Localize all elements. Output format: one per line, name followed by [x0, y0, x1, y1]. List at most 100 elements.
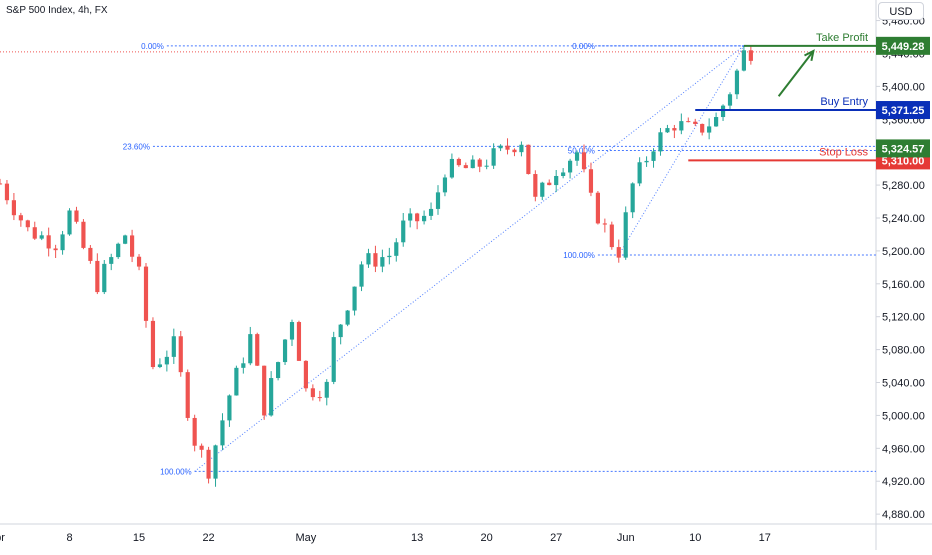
- candle-body: [282, 339, 288, 363]
- candle-body: [491, 148, 496, 166]
- candle-body: [220, 420, 225, 446]
- symbol-title: S&P 500 Index, 4h, FX: [6, 5, 108, 16]
- candle-body: [679, 121, 684, 131]
- price-tag: [876, 101, 930, 120]
- candle-body: [644, 160, 649, 163]
- fib-level-label: 0.00%: [141, 42, 164, 51]
- y-tick-label: 5,240.00: [882, 213, 925, 225]
- candle-body: [317, 397, 322, 399]
- price-tag: [876, 139, 930, 158]
- y-tick-label: 5,000.00: [882, 410, 925, 422]
- candle-body: [0, 183, 3, 185]
- candle-body: [415, 213, 420, 222]
- x-tick-label: 20: [481, 532, 493, 544]
- y-tick-label: 5,280.00: [882, 180, 925, 192]
- candle-body: [561, 172, 566, 176]
- candle-body: [422, 215, 427, 222]
- candle-body: [25, 220, 30, 228]
- candle-body: [95, 260, 100, 293]
- candle-body: [498, 145, 503, 149]
- candle-body: [408, 213, 413, 221]
- trade-level-name: Stop Loss: [819, 146, 868, 158]
- candle-body: [241, 363, 246, 368]
- candle-body: [380, 257, 385, 267]
- candle-body: [623, 212, 628, 258]
- candle-body: [741, 50, 746, 71]
- candle-body: [686, 121, 691, 123]
- price-tag-label: 5,310.00: [882, 155, 925, 167]
- candle-body: [533, 174, 538, 197]
- candle-body: [401, 220, 406, 243]
- candle-body: [157, 364, 162, 368]
- y-tick-label: 5,080.00: [882, 345, 925, 357]
- candle-body: [588, 169, 594, 193]
- candle-body: [394, 242, 399, 256]
- candle-body: [720, 105, 726, 118]
- x-tick-label: Jun: [617, 532, 635, 544]
- candle-body: [435, 192, 441, 209]
- candle-body: [345, 310, 350, 325]
- candle-body: [727, 94, 733, 106]
- candle-body: [387, 255, 392, 258]
- candle-body: [373, 253, 378, 267]
- fib-level-label: 100.00%: [160, 467, 192, 476]
- candle-body: [526, 144, 531, 175]
- candle-body: [185, 372, 190, 418]
- candle-body: [164, 356, 169, 365]
- target-arrow-line[interactable]: [777, 50, 815, 97]
- candle-body: [352, 286, 357, 311]
- x-tick-label: May: [296, 532, 317, 544]
- trade-level-name: Take Profit: [816, 32, 868, 44]
- fib-level-label: 23.60%: [123, 142, 150, 151]
- candle-body: [248, 334, 253, 364]
- candle-body: [734, 70, 740, 95]
- x-tick-label: pr: [0, 532, 5, 544]
- candle-body: [574, 152, 580, 161]
- candle-body: [46, 235, 51, 249]
- candle-body: [269, 378, 274, 416]
- candle-body: [324, 381, 329, 398]
- x-tick-label: 15: [133, 532, 145, 544]
- candle-body: [658, 132, 663, 152]
- currency-button[interactable]: USD: [878, 2, 924, 20]
- candle-body: [74, 210, 79, 222]
- candle-body: [331, 337, 336, 382]
- candle-body: [519, 144, 524, 153]
- candle-body: [67, 210, 72, 235]
- candle-body: [714, 117, 719, 127]
- y-tick-label: 4,960.00: [882, 443, 925, 455]
- fib-level-label: 100.00%: [563, 251, 595, 260]
- candle-body: [206, 449, 211, 479]
- candle-body: [359, 264, 364, 287]
- candle-body: [262, 365, 267, 416]
- candle-body: [296, 322, 302, 361]
- candle-body: [477, 159, 482, 167]
- candle-body: [53, 248, 58, 251]
- candle-body: [449, 158, 454, 178]
- price-tag-label: 5,449.28: [882, 41, 925, 53]
- candle-body: [178, 336, 183, 373]
- candle-body: [192, 417, 197, 446]
- candle-body: [4, 183, 10, 201]
- candle-body: [456, 158, 461, 166]
- x-tick-label: 17: [759, 532, 771, 544]
- candle-body: [609, 224, 614, 248]
- trade-level-name: Buy Entry: [820, 96, 868, 108]
- candle-body: [442, 177, 448, 193]
- x-tick-label: 22: [202, 532, 214, 544]
- candle-body: [234, 367, 239, 396]
- candle-body: [171, 336, 176, 357]
- candle-body: [303, 360, 308, 389]
- candle-body: [255, 334, 260, 366]
- y-tick-label: 5,040.00: [882, 378, 925, 390]
- candle-body: [651, 151, 656, 161]
- y-tick-label: 5,120.00: [882, 312, 925, 324]
- y-tick-label: 5,160.00: [882, 279, 925, 291]
- y-tick-label: 4,880.00: [882, 509, 925, 521]
- fib-level-label: 50.00%: [568, 147, 595, 156]
- candle-body: [81, 221, 86, 248]
- candle-body: [595, 192, 600, 224]
